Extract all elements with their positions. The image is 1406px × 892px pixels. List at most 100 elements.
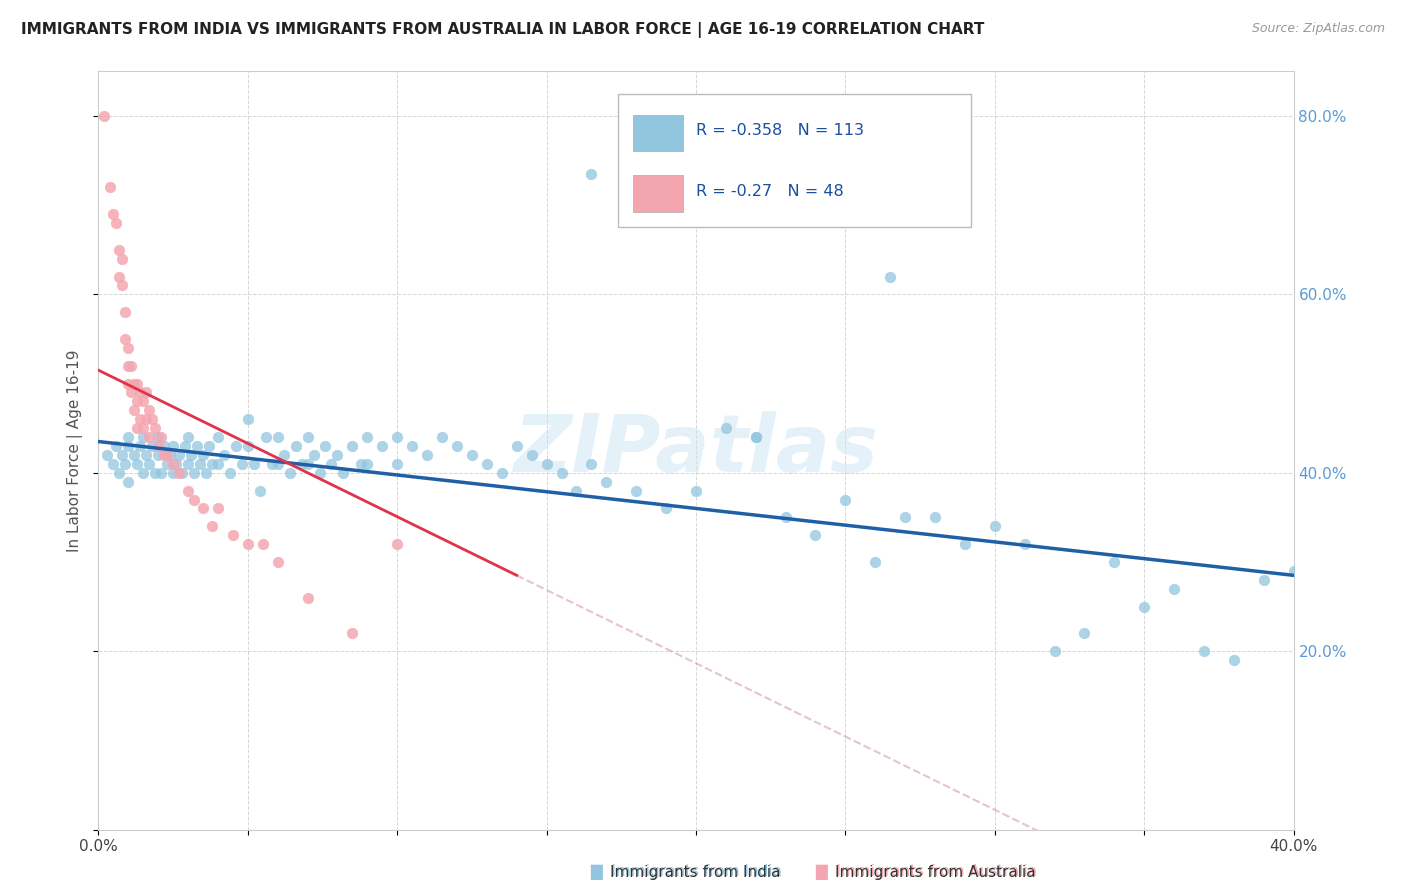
Point (260, 457, 283, 471)
Point (550, 466, 572, 480)
Point (714, 421, 737, 435)
Point (148, 439, 170, 453)
Point (162, 439, 184, 453)
Point (350, 457, 373, 471)
Point (1014, 537, 1036, 551)
Point (342, 439, 364, 453)
Point (153, 448, 176, 462)
Point (581, 167, 603, 181)
Text: R = -0.27   N = 48: R = -0.27 N = 48 (696, 184, 844, 199)
Point (148, 430, 170, 444)
Text: █  Immigrants from India: █ Immigrants from India (591, 864, 783, 880)
Point (222, 528, 245, 542)
Point (129, 412, 152, 426)
Point (156, 457, 179, 471)
Point (138, 430, 160, 444)
Point (745, 430, 768, 444)
Point (117, 439, 139, 453)
Point (177, 430, 200, 444)
Point (127, 376, 149, 391)
Point (1104, 555, 1126, 569)
Point (385, 457, 409, 471)
Point (191, 448, 214, 462)
Point (132, 421, 155, 435)
Point (236, 412, 259, 426)
Point (124, 448, 146, 462)
Point (430, 430, 453, 444)
Text: Source: ZipAtlas.com: Source: ZipAtlas.com (1251, 22, 1385, 36)
Point (98, 180, 122, 194)
Point (581, 457, 603, 471)
Point (879, 269, 901, 284)
Point (273, 448, 295, 462)
Point (127, 421, 149, 435)
Point (132, 394, 155, 409)
Text: Immigrants from Australia: Immigrants from Australia (835, 865, 1036, 880)
Point (1043, 644, 1066, 658)
Y-axis label: In Labor Force | Age 16-19: In Labor Force | Age 16-19 (67, 349, 83, 552)
Point (117, 341, 139, 355)
Point (243, 457, 266, 471)
Point (356, 430, 378, 444)
Point (655, 501, 678, 516)
Point (475, 457, 498, 471)
Point (385, 537, 409, 551)
Point (1133, 599, 1156, 614)
Point (150, 466, 173, 480)
Point (536, 457, 558, 471)
Point (924, 510, 946, 524)
Point (297, 591, 319, 605)
Point (291, 457, 314, 471)
Point (141, 439, 163, 453)
Point (114, 305, 136, 319)
Point (183, 492, 205, 507)
Point (626, 483, 648, 498)
Point (148, 448, 170, 462)
Point (135, 448, 157, 462)
Point (117, 376, 139, 391)
Point (219, 466, 242, 480)
Point (595, 475, 617, 489)
Point (111, 252, 134, 266)
Point (461, 448, 484, 462)
Point (207, 430, 229, 444)
FancyBboxPatch shape (633, 114, 683, 151)
Point (129, 385, 152, 400)
Point (120, 359, 142, 373)
Point (103, 457, 125, 471)
Point (212, 448, 235, 462)
Point (177, 483, 200, 498)
Point (172, 466, 194, 480)
Point (953, 537, 976, 551)
Point (252, 537, 274, 551)
Point (315, 439, 337, 453)
Point (111, 278, 134, 293)
Point (191, 501, 214, 516)
Point (120, 385, 142, 400)
Point (1073, 626, 1095, 640)
Point (167, 448, 190, 462)
Text: █  Immigrants from Australia: █ Immigrants from Australia (815, 864, 1038, 880)
Point (745, 430, 768, 444)
Point (332, 466, 354, 480)
Point (236, 537, 259, 551)
Point (207, 501, 229, 516)
Point (416, 448, 439, 462)
Point (1192, 644, 1215, 658)
Text: ZIPatlas: ZIPatlas (513, 411, 879, 490)
Point (150, 430, 173, 444)
Text: R = -0.358   N = 113: R = -0.358 N = 113 (696, 123, 863, 138)
Point (117, 475, 139, 489)
Point (108, 269, 131, 284)
Point (236, 439, 259, 453)
Point (174, 439, 197, 453)
Point (180, 448, 202, 462)
Point (231, 457, 253, 471)
FancyBboxPatch shape (619, 95, 972, 227)
Point (201, 457, 224, 471)
Point (565, 483, 588, 498)
Point (278, 466, 301, 480)
Point (162, 466, 184, 480)
Point (1282, 564, 1305, 578)
Text: IMMIGRANTS FROM INDIA VS IMMIGRANTS FROM AUSTRALIA IN LABOR FORCE | AGE 16-19 CO: IMMIGRANTS FROM INDIA VS IMMIGRANTS FROM… (21, 22, 984, 38)
